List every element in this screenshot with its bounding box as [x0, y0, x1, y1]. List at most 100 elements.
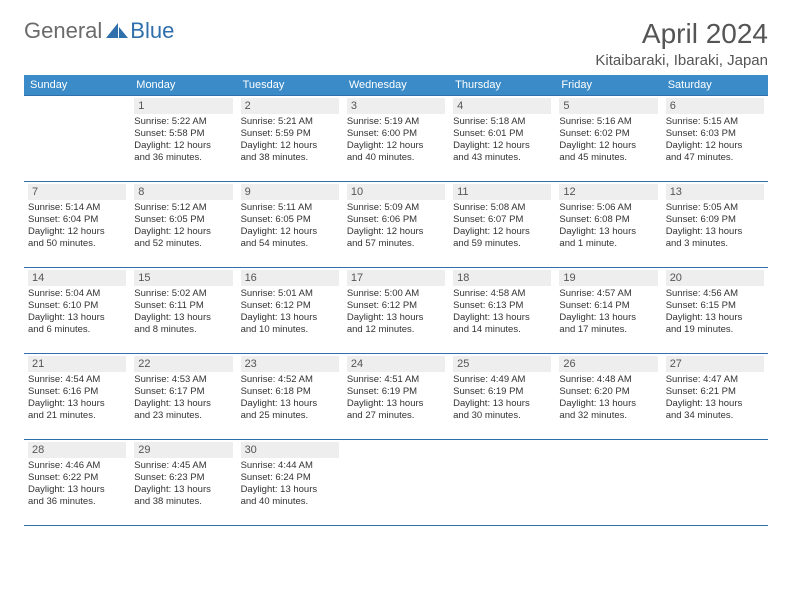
- day-info-line: and 43 minutes.: [453, 152, 551, 164]
- calendar-week-row: 7 Sunrise: 5:14 AMSunset: 6:04 PM Daylight…: [24, 182, 768, 268]
- day-info-line: Sunset: 6:21 PM: [666, 386, 764, 398]
- day-info-line: Sunset: 5:59 PM: [241, 128, 339, 140]
- day-number: 15: [134, 270, 232, 286]
- day-number: 17: [347, 270, 445, 286]
- day-info: Sunrise: 4:56 AMSunset: 6:15 PMDaylight:…: [666, 288, 764, 336]
- weekday-header: Saturday: [662, 75, 768, 96]
- day-info-line: Sunset: 6:19 PM: [453, 386, 551, 398]
- day-info: Sunrise: 5:00 AMSunset: 6:12 PMDaylight:…: [347, 288, 445, 336]
- day-info-line: and 34 minutes.: [666, 410, 764, 422]
- day-info-line: Sunset: 6:04 PM: [28, 214, 126, 226]
- calendar-day-cell: 22Sunrise: 4:53 AMSunset: 6:17 PMDayligh…: [130, 354, 236, 440]
- day-info: Sunrise: 4:48 AMSunset: 6:20 PMDaylight:…: [559, 374, 657, 422]
- day-info: Sunrise: 4:51 AMSunset: 6:19 PMDaylight:…: [347, 374, 445, 422]
- day-info-line: Daylight: 13 hours: [559, 226, 657, 238]
- day-info-line: Daylight: 13 hours: [241, 312, 339, 324]
- day-info-line: Sunrise: 4:47 AM: [666, 374, 764, 386]
- day-info-line: Sunset: 6:05 PM: [134, 214, 232, 226]
- day-info-line: and 19 minutes.: [666, 324, 764, 336]
- day-info-line: Sunrise: 4:45 AM: [134, 460, 232, 472]
- day-info-line: Sunset: 6:16 PM: [28, 386, 126, 398]
- day-info-line: Sunset: 6:17 PM: [134, 386, 232, 398]
- day-info: Sunrise: 5:01 AMSunset: 6:12 PMDaylight:…: [241, 288, 339, 336]
- calendar-day-cell: 10 Sunrise: 5:09 AMSunset: 6:06 PMDayligh…: [343, 182, 449, 268]
- day-info: Sunrise: 5:19 AMSunset: 6:00 PMDaylight:…: [347, 116, 445, 164]
- day-info-line: Sunset: 6:15 PM: [666, 300, 764, 312]
- day-number: 23: [241, 356, 339, 372]
- day-info-line: and 14 minutes.: [453, 324, 551, 336]
- calendar-day-cell: 21Sunrise: 4:54 AMSunset: 6:16 PMDayligh…: [24, 354, 130, 440]
- day-info-line: Sunset: 6:18 PM: [241, 386, 339, 398]
- calendar-day-cell: 24 Sunrise: 4:51 AMSunset: 6:19 PMDayligh…: [343, 354, 449, 440]
- day-info-line: and 25 minutes.: [241, 410, 339, 422]
- day-info: Sunrise: 5:02 AMSunset: 6:11 PMDaylight:…: [134, 288, 232, 336]
- day-number: 27: [666, 356, 764, 372]
- day-info-line: Sunset: 6:12 PM: [347, 300, 445, 312]
- day-info: Sunrise: 4:49 AMSunset: 6:19 PMDaylight:…: [453, 374, 551, 422]
- brand-sail-icon: [106, 21, 128, 42]
- page-header: General Blue April 2024 Kitaibaraki, Iba…: [24, 18, 768, 69]
- day-info-line: Daylight: 12 hours: [559, 140, 657, 152]
- day-info-line: Daylight: 13 hours: [347, 312, 445, 324]
- day-info: Sunrise: 5:11 AMSunset: 6:05 PMDaylight:…: [241, 202, 339, 250]
- day-info-line: Sunrise: 5:01 AM: [241, 288, 339, 300]
- day-info-line: Sunrise: 4:53 AM: [134, 374, 232, 386]
- day-info-line: Daylight: 13 hours: [666, 312, 764, 324]
- calendar-day-cell: 13Sunrise: 5:05 AMSunset: 6:09 PMDayligh…: [662, 182, 768, 268]
- day-info-line: Sunrise: 4:49 AM: [453, 374, 551, 386]
- day-info-line: Sunset: 6:13 PM: [453, 300, 551, 312]
- day-info-line: and 38 minutes.: [134, 496, 232, 508]
- day-info: Sunrise: 5:06 AMSunset: 6:08 PMDaylight:…: [559, 202, 657, 250]
- day-info-line: Sunrise: 5:19 AM: [347, 116, 445, 128]
- day-number: 10: [347, 184, 445, 200]
- day-number: 8: [134, 184, 232, 200]
- day-info-line: Daylight: 13 hours: [453, 398, 551, 410]
- day-info-line: Sunrise: 5:18 AM: [453, 116, 551, 128]
- day-info-line: and 50 minutes.: [28, 238, 126, 250]
- day-info-line: Sunset: 6:01 PM: [453, 128, 551, 140]
- day-number: 24: [347, 356, 445, 372]
- day-info-line: and 21 minutes.: [28, 410, 126, 422]
- day-info-line: Sunrise: 4:48 AM: [559, 374, 657, 386]
- day-info-line: Sunrise: 4:56 AM: [666, 288, 764, 300]
- calendar-day-cell: 9Sunrise: 5:11 AMSunset: 6:05 PMDaylight…: [237, 182, 343, 268]
- day-info-line: Daylight: 13 hours: [666, 398, 764, 410]
- day-info-line: Sunset: 6:11 PM: [134, 300, 232, 312]
- calendar-week-row: 28Sunrise: 4:46 AMSunset: 6:22 PMDayligh…: [24, 440, 768, 526]
- day-info: Sunrise: 4:44 AMSunset: 6:24 PMDaylight:…: [241, 460, 339, 508]
- day-info-line: Sunrise: 4:46 AM: [28, 460, 126, 472]
- weekday-header: Thursday: [449, 75, 555, 96]
- day-info-line: Sunrise: 5:08 AM: [453, 202, 551, 214]
- day-info-line: Sunrise: 5:06 AM: [559, 202, 657, 214]
- day-info-line: Sunset: 6:22 PM: [28, 472, 126, 484]
- day-info-line: Daylight: 13 hours: [666, 226, 764, 238]
- day-info-line: Sunset: 6:05 PM: [241, 214, 339, 226]
- day-info-line: and 27 minutes.: [347, 410, 445, 422]
- day-info-line: Sunset: 5:58 PM: [134, 128, 232, 140]
- day-info-line: Sunset: 6:14 PM: [559, 300, 657, 312]
- day-info-line: Daylight: 12 hours: [666, 140, 764, 152]
- day-number: 20: [666, 270, 764, 286]
- day-info: Sunrise: 5:12 AMSunset: 6:05 PMDaylight:…: [134, 202, 232, 250]
- calendar-day-cell: [24, 96, 130, 182]
- day-info-line: Sunrise: 5:05 AM: [666, 202, 764, 214]
- day-info-line: and 54 minutes.: [241, 238, 339, 250]
- calendar-day-cell: 29Sunrise: 4:45 AMSunset: 6:23 PMDayligh…: [130, 440, 236, 526]
- day-info-line: Daylight: 13 hours: [28, 484, 126, 496]
- day-info-line: and 23 minutes.: [134, 410, 232, 422]
- day-info: Sunrise: 4:52 AMSunset: 6:18 PMDaylight:…: [241, 374, 339, 422]
- day-info-line: and 3 minutes.: [666, 238, 764, 250]
- month-title: April 2024: [595, 18, 768, 50]
- calendar-day-cell: 5Sunrise: 5:16 AMSunset: 6:02 PMDaylight…: [555, 96, 661, 182]
- title-block: April 2024 Kitaibaraki, Ibaraki, Japan: [595, 18, 768, 69]
- day-info-line: Sunrise: 5:15 AM: [666, 116, 764, 128]
- calendar-header-row: Sunday Monday Tuesday Wednesday Thursday…: [24, 75, 768, 96]
- calendar-day-cell: [343, 440, 449, 526]
- day-info-line: Sunrise: 5:14 AM: [28, 202, 126, 214]
- day-info: Sunrise: 5:09 AMSunset: 6:06 PMDaylight:…: [347, 202, 445, 250]
- brand-logo: General Blue: [24, 18, 174, 44]
- day-info-line: Daylight: 13 hours: [453, 312, 551, 324]
- day-number: 7: [28, 184, 126, 200]
- day-info: Sunrise: 5:21 AMSunset: 5:59 PMDaylight:…: [241, 116, 339, 164]
- calendar-table: Sunday Monday Tuesday Wednesday Thursday…: [24, 75, 768, 526]
